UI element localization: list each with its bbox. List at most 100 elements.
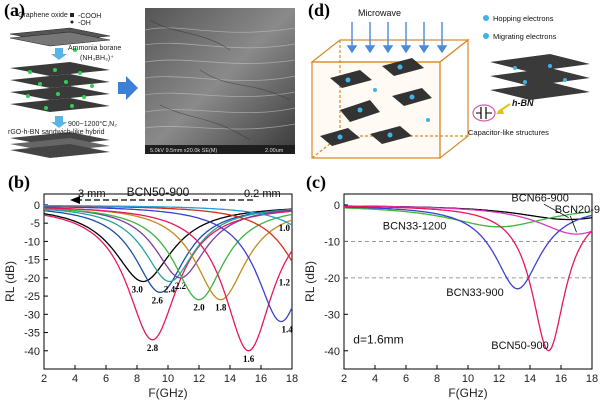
y-tick-label: -40 xyxy=(324,346,340,358)
x-tick-label: 14 xyxy=(224,373,236,385)
y-tick-label: -30 xyxy=(24,309,40,321)
microwave-label: Microwave xyxy=(358,8,401,18)
x-tick-label: 10 xyxy=(162,373,174,385)
sem-image xyxy=(144,8,296,154)
y-tick-label: -35 xyxy=(24,328,40,340)
chart-c: 2 4 6 8 10 12 14 16 18 0 -10 -20 -30 -40 F(GHz) RL (dB)… xyxy=(303,192,600,400)
thickness-label: 2.2 xyxy=(175,281,187,291)
legend-oh: -OH xyxy=(78,20,91,27)
y-tick-label: -20 xyxy=(24,273,40,285)
series-line-BCN50-900 xyxy=(343,205,593,352)
series-line-2.4 xyxy=(43,208,293,283)
microwave-arrows xyxy=(346,22,448,54)
legend-ammonium: (NH₃BH₃)⁺ xyxy=(80,55,114,62)
series-line-2.0 xyxy=(43,207,293,301)
step-ammonia-borane: Ammonia borane xyxy=(68,45,121,52)
hopping-electrons-label: Hopping electrons xyxy=(493,14,554,23)
thickness-annotation: d=1.6mm xyxy=(353,332,403,346)
x-tick-label: 6 xyxy=(403,373,409,385)
y-tick-label: -30 xyxy=(324,309,340,321)
thickness-label: 2.8 xyxy=(147,343,159,353)
x-tick-label: 18 xyxy=(586,373,598,385)
legend-electrons xyxy=(483,15,489,39)
arrow-label-left: 3 mm xyxy=(78,188,106,200)
series-line-2.2 xyxy=(43,207,293,279)
layered-sheet xyxy=(490,54,590,100)
x-tick-label: 2 xyxy=(41,373,47,385)
thickness-label: 1.2 xyxy=(279,277,291,287)
leader-line xyxy=(569,215,577,233)
x-tick-label: 16 xyxy=(255,373,267,385)
sem-scale: 2.00um xyxy=(265,148,284,154)
y-tick-label: -40 xyxy=(24,346,40,358)
rgo-hbn-hybrid-stack xyxy=(10,132,110,158)
thickness-label: 2.6 xyxy=(152,295,164,305)
series-label: BCN33-900 xyxy=(446,287,503,299)
series-line-BCN33-900 xyxy=(343,206,593,290)
series-label: BCN50-900 xyxy=(491,340,548,352)
legend-markers-a xyxy=(70,13,77,52)
panel-c-tag: (c) xyxy=(306,172,326,192)
x-tick-label: 4 xyxy=(72,373,78,385)
step-hybrid: rGO-h-BN sandwich-like hybrid xyxy=(8,129,105,136)
series-line-2.8 xyxy=(43,210,293,341)
migrating-electrons-label: Migrating electrons xyxy=(493,32,557,41)
thickness-label: 1.8 xyxy=(215,303,227,313)
panel-a: (a) xyxy=(0,0,300,170)
y-tick-label: -10 xyxy=(324,236,340,248)
panel-a-schematic: Graphene oxide -COOH -OH Ammonia borane … xyxy=(8,8,296,158)
sem-caption: 5.0kV 9.5mm x20.0k SE(M) xyxy=(150,148,217,154)
thickness-label: 1.4 xyxy=(282,325,294,335)
x-tick-label: 6 xyxy=(103,373,109,385)
x-tick-label: 14 xyxy=(524,373,536,385)
x-tick-label: 8 xyxy=(134,373,140,385)
series-label: BCN20-900 xyxy=(555,204,600,216)
series-line-1.4 xyxy=(44,206,293,323)
thickness-label: 1.6 xyxy=(243,354,255,364)
thickness-label: 1.0 xyxy=(279,223,291,233)
step-graphene-oxide: Graphene oxide xyxy=(18,12,68,19)
panel-d: (d) xyxy=(300,0,600,170)
graphene-oxide-sheet xyxy=(9,27,111,47)
hbn-label: h-BN xyxy=(512,98,534,108)
chart-b-title: BCN50-900 xyxy=(127,185,190,199)
series-line-1.0 xyxy=(44,205,293,226)
y-tick-label: 0 xyxy=(34,200,40,212)
x-tick-label: 12 xyxy=(493,373,505,385)
panel-d-tag: (d) xyxy=(308,0,330,20)
y-axis-label: RL (dB) xyxy=(3,261,17,302)
panel-b-tag: (b) xyxy=(8,172,30,192)
x-tick-label: 16 xyxy=(555,373,567,385)
y-tick-label: -20 xyxy=(324,273,340,285)
series-line-BCN33-1200 xyxy=(344,207,593,228)
y-tick-label: -10 xyxy=(24,236,40,248)
series-line-1.6 xyxy=(44,207,293,352)
arrow-head xyxy=(70,196,80,204)
x-tick-label: 12 xyxy=(193,373,205,385)
process-arrows xyxy=(51,48,67,128)
x-axis-label: F(GHz) xyxy=(148,386,187,400)
thickness-label: 3.0 xyxy=(132,285,144,295)
capacitor-symbol xyxy=(472,103,511,122)
capacitor-label: Capacitor-like structures xyxy=(468,128,549,137)
panel-d-schematic: Microwave Hopping electrons Migrating el… xyxy=(310,8,590,160)
x-axis-label: F(GHz) xyxy=(448,386,487,400)
electron-dots xyxy=(337,64,430,140)
x-tick-label: 2 xyxy=(341,373,347,385)
leader-line xyxy=(543,203,569,219)
sandwich-stack-green xyxy=(10,62,110,112)
chart-b: 2 4 6 8 10 12 14 16 18 0 -5 -10 -15 -20 -25 -30 -35 -40 F(… xyxy=(3,185,298,400)
series-label: BCN66-900 xyxy=(511,192,568,204)
y-tick-label: -15 xyxy=(24,255,40,267)
y-tick-label: -5 xyxy=(30,218,40,230)
x-tick-label: 18 xyxy=(286,373,298,385)
arrow-label-right: 0.2 mm xyxy=(244,188,281,200)
y-axis-label: RL (dB) xyxy=(303,261,317,302)
forward-arrow xyxy=(118,76,138,100)
legend-cooh: -COOH xyxy=(78,13,101,20)
x-tick-label: 10 xyxy=(462,373,474,385)
thickness-label: 2.4 xyxy=(164,285,176,295)
thickness-label: 2.0 xyxy=(193,303,205,313)
x-tick-label: 4 xyxy=(372,373,378,385)
y-tick-label: 0 xyxy=(334,200,340,212)
